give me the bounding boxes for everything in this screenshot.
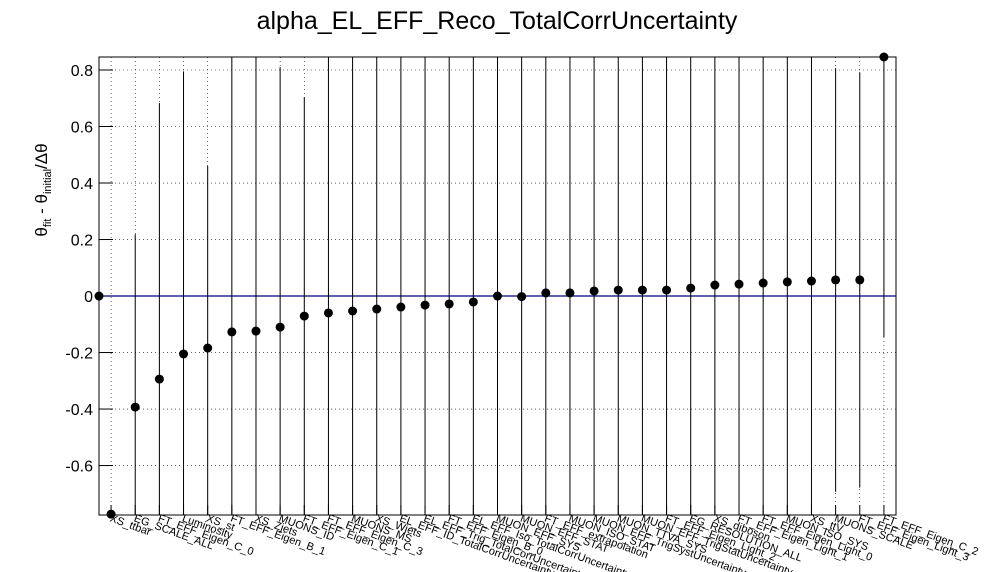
point bbox=[686, 283, 696, 293]
y-label-part: initial bbox=[42, 169, 54, 194]
y-tick-label: 0.2 bbox=[71, 233, 93, 250]
chart-title: alpha_EL_EFF_Reco_TotalCorrUncertainty bbox=[257, 7, 738, 35]
y-label-part: fit bbox=[42, 219, 54, 228]
y-label-part: - θ bbox=[32, 194, 51, 219]
point bbox=[855, 275, 865, 285]
y-label-part: θ bbox=[32, 227, 51, 236]
y-tick-label: -0.4 bbox=[65, 402, 93, 419]
y-tick-label: 0.8 bbox=[71, 63, 93, 80]
point bbox=[323, 308, 333, 318]
point bbox=[372, 304, 382, 314]
point bbox=[179, 349, 189, 359]
point bbox=[396, 302, 406, 312]
y-tick-label: 0.6 bbox=[71, 120, 93, 137]
point bbox=[613, 285, 623, 295]
point bbox=[420, 300, 430, 310]
point bbox=[734, 279, 744, 289]
point bbox=[541, 288, 551, 298]
point bbox=[203, 343, 213, 353]
y-tick-label: -0.6 bbox=[65, 459, 93, 476]
point bbox=[444, 299, 454, 309]
point bbox=[831, 275, 841, 285]
point bbox=[662, 285, 672, 295]
point bbox=[879, 52, 889, 62]
y-tick-label: 0 bbox=[84, 289, 93, 306]
point bbox=[517, 292, 527, 302]
point bbox=[710, 280, 720, 290]
y-tick-label: -0.2 bbox=[65, 346, 93, 363]
point bbox=[299, 311, 309, 321]
point bbox=[154, 374, 164, 384]
point bbox=[758, 278, 768, 288]
point bbox=[565, 288, 575, 298]
y-label-part: /Δθ bbox=[32, 143, 51, 169]
y-axis-label: θfit - θinitial/Δθ bbox=[32, 143, 54, 236]
point bbox=[589, 286, 599, 296]
point bbox=[275, 322, 285, 332]
point bbox=[106, 509, 116, 519]
point bbox=[468, 297, 478, 307]
point bbox=[227, 327, 237, 337]
y-tick-label: 0.4 bbox=[71, 176, 93, 193]
point bbox=[94, 291, 104, 301]
point bbox=[493, 291, 502, 301]
point bbox=[251, 326, 261, 336]
point bbox=[782, 277, 792, 287]
point bbox=[637, 285, 647, 295]
point bbox=[130, 402, 140, 412]
point bbox=[348, 306, 358, 316]
point bbox=[806, 276, 816, 286]
